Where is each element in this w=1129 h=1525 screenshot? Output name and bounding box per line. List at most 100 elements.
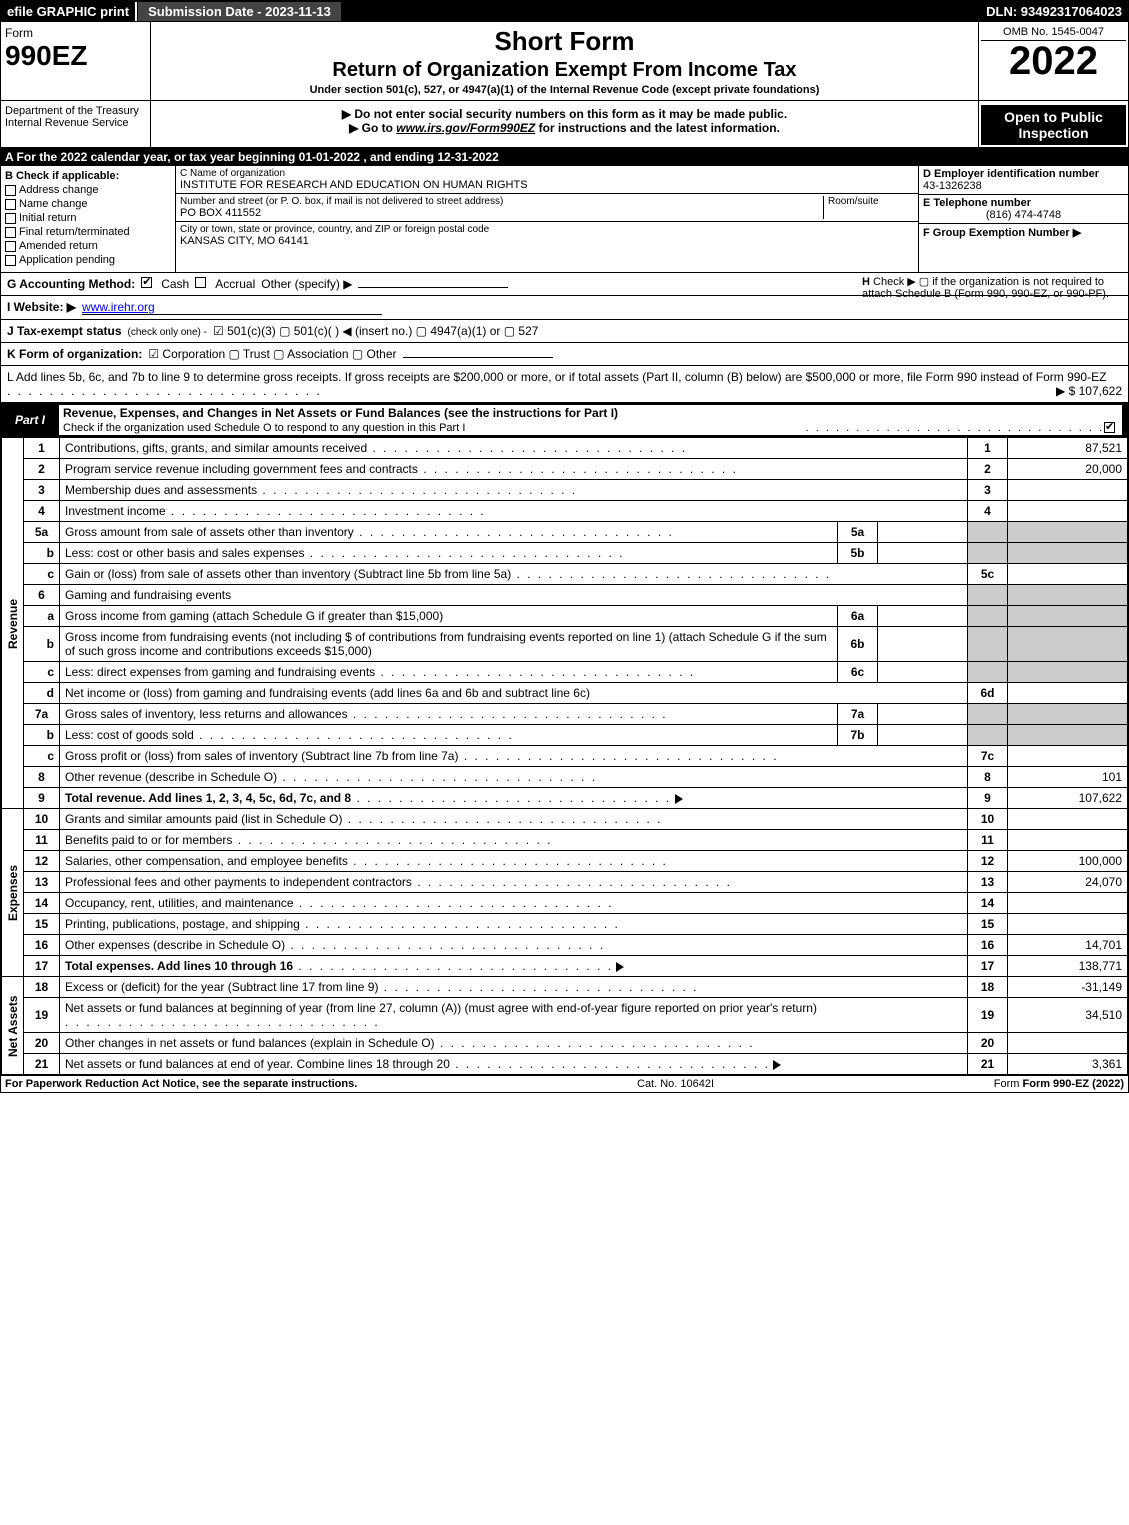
form-header: Form 990EZ Short Form Return of Organiza… (1, 22, 1128, 101)
row-16: 16 Other expenses (describe in Schedule … (2, 935, 1128, 956)
r6a-desc: Gross income from gaming (attach Schedul… (60, 606, 838, 627)
footer-mid: Cat. No. 10642I (637, 1078, 714, 1090)
e14-no: 14 (24, 893, 60, 914)
r7a-num-shade (968, 704, 1008, 725)
chk-final-return[interactable]: Final return/terminated (5, 226, 171, 238)
footer-left: For Paperwork Reduction Act Notice, see … (5, 1078, 357, 1090)
r3-val (1008, 480, 1128, 501)
website-link[interactable]: www.irehr.org (82, 300, 382, 315)
chk-amended-return[interactable]: Amended return (5, 240, 171, 252)
r6b-sub: 6b (838, 627, 878, 662)
line-j-opts: ☑ 501(c)(3) ▢ 501(c)( ) ◀ (insert no.) ▢… (213, 324, 538, 338)
r5b-desc: Less: cost or other basis and sales expe… (60, 543, 838, 564)
e10-num: 10 (968, 809, 1008, 830)
r6d-desc: Net income or (loss) from gaming and fun… (60, 683, 968, 704)
form-number: 990EZ (5, 40, 146, 72)
r6a-sub: 6a (838, 606, 878, 627)
e16-no: 16 (24, 935, 60, 956)
r6d-num: 6d (968, 683, 1008, 704)
chk-accrual[interactable] (195, 277, 206, 288)
row-5a: 5a Gross amount from sale of assets othe… (2, 522, 1128, 543)
part-i-sub: Check if the organization used Schedule … (63, 422, 806, 434)
n21-num: 21 (968, 1054, 1008, 1075)
line-l-amount: ▶ $ 107,622 (1056, 384, 1122, 398)
chk-cash[interactable] (141, 277, 152, 288)
form-number-block: Form 990EZ (1, 22, 151, 100)
r5c-desc: Gain or (loss) from sale of assets other… (60, 564, 968, 585)
r5a-val-shade (1008, 522, 1128, 543)
part-i-header: Part I Revenue, Expenses, and Changes in… (1, 403, 1128, 437)
row-5c: c Gain or (loss) from sale of assets oth… (2, 564, 1128, 585)
dept-row: Department of the Treasury Internal Reve… (1, 101, 1128, 148)
r8-desc: Other revenue (describe in Schedule O) (60, 767, 968, 788)
chk-initial-return[interactable]: Initial return (5, 212, 171, 224)
r7c-num: 7c (968, 746, 1008, 767)
part-i-title: Revenue, Expenses, and Changes in Net As… (59, 405, 1122, 421)
r6c-val-shade (1008, 662, 1128, 683)
r1-desc: Contributions, gifts, grants, and simila… (60, 438, 968, 459)
r5b-sub: 5b (838, 543, 878, 564)
r2-num: 2 (968, 459, 1008, 480)
footer-form-no: Form 990-EZ (2022) (1023, 1078, 1124, 1090)
part-i-checkbox[interactable] (1104, 422, 1115, 433)
accrual-label: Accrual (215, 277, 255, 291)
row-7c: c Gross profit or (loss) from sales of i… (2, 746, 1128, 767)
r1-num: 1 (968, 438, 1008, 459)
row-21: 21 Net assets or fund balances at end of… (2, 1054, 1128, 1075)
r9-no: 9 (24, 788, 60, 809)
e17-desc: Total expenses. Add lines 10 through 16 (60, 956, 968, 977)
part-i-dots (806, 422, 1104, 434)
r5a-desc: Gross amount from sale of assets other t… (60, 522, 838, 543)
chk-initial-return-label: Initial return (19, 212, 76, 224)
line-j-sub: (check only one) - (128, 327, 207, 338)
r2-no: 2 (24, 459, 60, 480)
note-goto-post: for instructions and the latest informat… (539, 121, 780, 135)
e13-val: 24,070 (1008, 872, 1128, 893)
r3-desc: Membership dues and assessments (60, 480, 968, 501)
phone-cell: E Telephone number (816) 474-4748 (919, 195, 1128, 224)
n20-val (1008, 1033, 1128, 1054)
n20-no: 20 (24, 1033, 60, 1054)
arrow-icon (773, 1060, 781, 1070)
chk-name-change[interactable]: Name change (5, 198, 171, 210)
n19-no: 19 (24, 998, 60, 1033)
line-j: J Tax-exempt status (check only one) - ☑… (1, 320, 1128, 343)
r8-no: 8 (24, 767, 60, 788)
r3-num: 3 (968, 480, 1008, 501)
r4-val (1008, 501, 1128, 522)
r6-desc: Gaming and fundraising events (60, 585, 968, 606)
n19-num: 19 (968, 998, 1008, 1033)
r7b-desc: Less: cost of goods sold (60, 725, 838, 746)
n18-num: 18 (968, 977, 1008, 998)
r7a-sub: 7a (838, 704, 878, 725)
n21-val: 3,361 (1008, 1054, 1128, 1075)
r7c-desc: Gross profit or (loss) from sales of inv… (60, 746, 968, 767)
row-5b: b Less: cost or other basis and sales ex… (2, 543, 1128, 564)
ein-value: 43-1326238 (923, 180, 982, 192)
chk-application-pending[interactable]: Application pending (5, 254, 171, 266)
chk-address-change[interactable]: Address change (5, 184, 171, 196)
title-short-form: Short Form (157, 26, 972, 57)
e10-val (1008, 809, 1128, 830)
row-3: 3 Membership dues and assessments 3 (2, 480, 1128, 501)
e17-num: 17 (968, 956, 1008, 977)
row-7b: b Less: cost of goods sold 7b (2, 725, 1128, 746)
line-k-lead: K Form of organization: (7, 347, 142, 361)
form-title-block: Short Form Return of Organization Exempt… (151, 22, 978, 100)
r7b-sub: 7b (838, 725, 878, 746)
tax-year: 2022 (981, 41, 1126, 81)
e10-no: 10 (24, 809, 60, 830)
org-name-cell: C Name of organization INSTITUTE FOR RES… (176, 166, 918, 194)
row-6: 6 Gaming and fundraising events (2, 585, 1128, 606)
row-6b: b Gross income from fundraising events (… (2, 627, 1128, 662)
line-k-other-line (403, 357, 553, 358)
r4-no: 4 (24, 501, 60, 522)
line-g-h: G Accounting Method: Cash Accrual Other … (1, 273, 1128, 296)
efile-print[interactable]: efile GRAPHIC print (1, 2, 137, 21)
phone-value: (816) 474-4748 (923, 209, 1124, 221)
n21-desc: Net assets or fund balances at end of ye… (60, 1054, 968, 1075)
r5c-val (1008, 564, 1128, 585)
r5b-no: b (24, 543, 60, 564)
irs-link[interactable]: www.irs.gov/Form990EZ (396, 121, 535, 135)
street-value: PO BOX 411552 (180, 207, 819, 219)
